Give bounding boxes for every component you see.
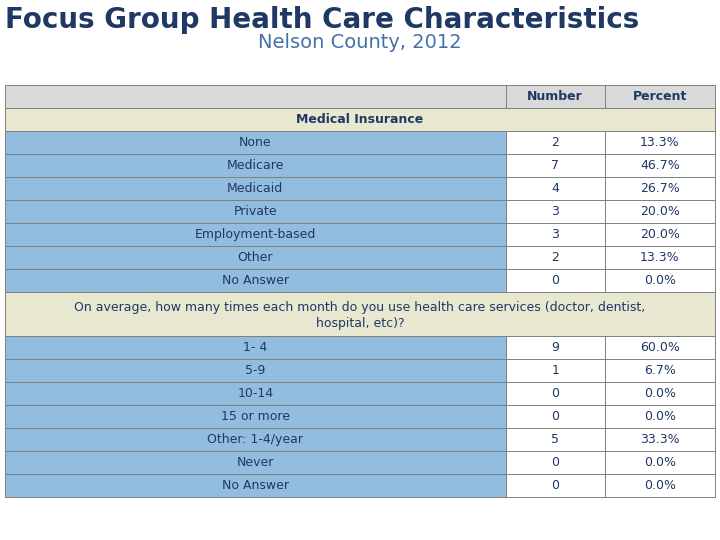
Text: 7: 7 xyxy=(552,159,559,172)
Bar xyxy=(605,223,715,246)
Bar xyxy=(605,154,715,177)
Text: Medicaid: Medicaid xyxy=(227,182,284,195)
Text: 0.0%: 0.0% xyxy=(644,387,676,400)
Text: 5: 5 xyxy=(552,433,559,446)
Text: 15 or more: 15 or more xyxy=(221,410,289,423)
Bar xyxy=(605,85,715,108)
Bar xyxy=(505,474,605,497)
Bar xyxy=(5,85,505,108)
Bar xyxy=(605,131,715,154)
Text: hospital, etc)?: hospital, etc)? xyxy=(315,317,405,330)
Text: 4: 4 xyxy=(552,182,559,195)
Text: 0: 0 xyxy=(552,387,559,400)
Text: 1: 1 xyxy=(552,364,559,377)
Text: None: None xyxy=(239,136,271,149)
Bar xyxy=(605,269,715,292)
Text: On average, how many times each month do you use health care services (doctor, d: On average, how many times each month do… xyxy=(74,301,646,314)
Text: 0.0%: 0.0% xyxy=(644,274,676,287)
Text: 3: 3 xyxy=(552,228,559,241)
Text: Never: Never xyxy=(237,456,274,469)
Bar xyxy=(5,177,505,200)
Bar xyxy=(605,451,715,474)
Text: 13.3%: 13.3% xyxy=(640,136,680,149)
Bar xyxy=(5,428,505,451)
Text: 2: 2 xyxy=(552,136,559,149)
Bar xyxy=(505,405,605,428)
Bar xyxy=(605,336,715,359)
Text: 13.3%: 13.3% xyxy=(640,251,680,264)
Bar xyxy=(505,246,605,269)
Text: 0.0%: 0.0% xyxy=(644,456,676,469)
Bar xyxy=(5,382,505,405)
Bar xyxy=(605,359,715,382)
Text: 10-14: 10-14 xyxy=(237,387,274,400)
Bar xyxy=(5,474,505,497)
Bar xyxy=(605,246,715,269)
Bar xyxy=(605,177,715,200)
Text: 3: 3 xyxy=(552,205,559,218)
Bar xyxy=(5,131,505,154)
Bar xyxy=(505,336,605,359)
Bar xyxy=(605,382,715,405)
Text: Focus Group Health Care Characteristics: Focus Group Health Care Characteristics xyxy=(5,6,639,34)
Bar xyxy=(5,246,505,269)
Bar xyxy=(505,382,605,405)
Bar xyxy=(5,292,715,336)
Bar xyxy=(5,154,505,177)
Text: Private: Private xyxy=(233,205,277,218)
Text: 26.7%: 26.7% xyxy=(640,182,680,195)
Text: 1- 4: 1- 4 xyxy=(243,341,267,354)
Bar xyxy=(605,428,715,451)
Bar xyxy=(5,108,715,131)
Text: Percent: Percent xyxy=(633,90,687,103)
Text: 60.0%: 60.0% xyxy=(640,341,680,354)
Text: 0: 0 xyxy=(552,456,559,469)
Text: 20.0%: 20.0% xyxy=(640,205,680,218)
Bar xyxy=(605,200,715,223)
Text: 9: 9 xyxy=(552,341,559,354)
Bar xyxy=(505,85,605,108)
Text: 0: 0 xyxy=(552,410,559,423)
Bar xyxy=(505,131,605,154)
Bar xyxy=(505,359,605,382)
Bar xyxy=(5,405,505,428)
Bar xyxy=(5,223,505,246)
Text: Other: 1-4/year: Other: 1-4/year xyxy=(207,433,303,446)
Text: No Answer: No Answer xyxy=(222,274,289,287)
Text: Number: Number xyxy=(527,90,583,103)
Text: 0.0%: 0.0% xyxy=(644,479,676,492)
Bar xyxy=(5,200,505,223)
Bar xyxy=(505,154,605,177)
Bar xyxy=(505,200,605,223)
Bar xyxy=(505,177,605,200)
Text: 20.0%: 20.0% xyxy=(640,228,680,241)
Text: No Answer: No Answer xyxy=(222,479,289,492)
Text: Nelson County, 2012: Nelson County, 2012 xyxy=(258,33,462,52)
Bar xyxy=(605,474,715,497)
Bar xyxy=(5,451,505,474)
Text: Other: Other xyxy=(238,251,273,264)
Text: 33.3%: 33.3% xyxy=(640,433,680,446)
Bar xyxy=(505,223,605,246)
Bar xyxy=(5,269,505,292)
Bar xyxy=(505,428,605,451)
Text: 6.7%: 6.7% xyxy=(644,364,676,377)
Text: 0: 0 xyxy=(552,479,559,492)
Bar xyxy=(5,359,505,382)
Bar xyxy=(505,451,605,474)
Text: Employment-based: Employment-based xyxy=(194,228,316,241)
Bar xyxy=(505,269,605,292)
Bar xyxy=(605,405,715,428)
Text: 2: 2 xyxy=(552,251,559,264)
Text: 46.7%: 46.7% xyxy=(640,159,680,172)
Text: 0.0%: 0.0% xyxy=(644,410,676,423)
Text: Medical Insurance: Medical Insurance xyxy=(297,113,423,126)
Bar xyxy=(5,336,505,359)
Text: 0: 0 xyxy=(552,274,559,287)
Text: Medicare: Medicare xyxy=(227,159,284,172)
Text: 5-9: 5-9 xyxy=(245,364,266,377)
